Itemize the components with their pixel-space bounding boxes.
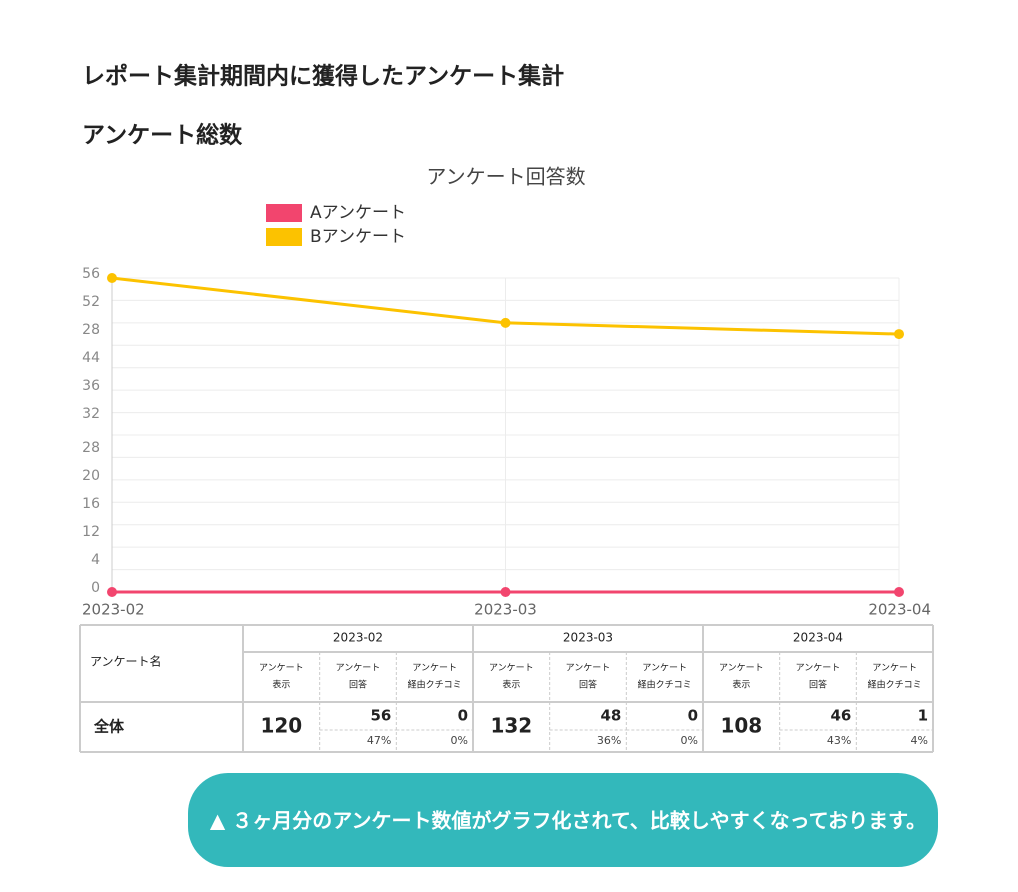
y-tick-label: 56 <box>82 266 100 282</box>
sub-header: 表示 <box>272 679 290 691</box>
x-tick-label: 2023-04 <box>868 601 931 619</box>
point <box>107 587 117 597</box>
cell-count: 48 <box>600 707 621 725</box>
cell-views: 120 <box>260 714 302 738</box>
cell-count: 0 <box>458 707 468 725</box>
sub-header: アンケート <box>796 663 841 674</box>
chart-title: アンケート回答数 <box>426 165 585 189</box>
y-tick-label: 4 <box>91 552 100 568</box>
sub-header: アンケート <box>872 663 917 674</box>
legend-swatch <box>266 228 302 246</box>
month-header: 2023-04 <box>793 631 843 645</box>
y-tick-label: 12 <box>82 524 100 540</box>
x-tick-label: 2023-03 <box>474 601 537 619</box>
sub-header: アンケート <box>719 663 764 674</box>
point <box>500 317 511 328</box>
cell-rate: 36% <box>597 734 621 747</box>
sub-header: 経由クチコミ <box>868 679 922 691</box>
cell-count: 56 <box>370 707 391 725</box>
sub-header: アンケート <box>259 663 304 674</box>
point <box>500 587 511 597</box>
sub-header: 回答 <box>349 679 367 691</box>
sub-header: 回答 <box>809 679 827 691</box>
cell-rate: 0% <box>681 734 698 747</box>
y-tick-label: 32 <box>82 406 100 422</box>
sub-header: 経由クチコミ <box>408 679 462 691</box>
sub-header: 表示 <box>502 679 520 691</box>
y-tick-label: 36 <box>82 378 100 394</box>
month-header: 2023-03 <box>563 631 613 645</box>
sub-header: 回答 <box>579 679 597 691</box>
point <box>107 273 117 283</box>
banner-text: ▲ ３ヶ月分のアンケート数値がグラフ化されて、比較しやすくなっております。 <box>210 809 926 833</box>
sub-header: アンケート <box>336 663 381 674</box>
y-tick-label: 44 <box>82 350 100 366</box>
legend-label: Aアンケート <box>310 203 406 223</box>
cell-rate: 47% <box>367 734 391 747</box>
y-tick-label: 20 <box>82 468 100 484</box>
cell-views: 108 <box>720 714 762 738</box>
page-title: レポート集計期間内に獲得したアンケート集計 <box>82 63 564 90</box>
legend-label: Bアンケート <box>310 227 406 247</box>
y-tick-label: 52 <box>82 294 100 310</box>
month-header: 2023-02 <box>333 631 383 645</box>
y-tick-label: 28 <box>82 322 100 338</box>
y-tick-label: 0 <box>91 580 100 596</box>
sub-header: アンケート <box>489 663 534 674</box>
banner-bg <box>188 773 938 867</box>
legend-swatch <box>266 204 302 222</box>
x-tick-label: 2023-02 <box>82 601 145 619</box>
cell-rate: 0% <box>451 734 468 747</box>
table-header: アンケート名 <box>90 654 162 669</box>
point <box>894 587 904 597</box>
section-title: アンケート総数 <box>82 122 243 149</box>
y-tick-label: 16 <box>82 496 100 512</box>
cell-count: 46 <box>830 707 851 725</box>
cell-views: 132 <box>490 714 532 738</box>
sub-header: アンケート <box>642 663 687 674</box>
y-tick-label: 28 <box>82 440 100 456</box>
sub-header: 表示 <box>732 679 750 691</box>
row-name: 全体 <box>93 718 125 736</box>
sub-header: 経由クチコミ <box>638 679 692 691</box>
cell-rate: 4% <box>911 734 928 747</box>
cell-rate: 43% <box>827 734 851 747</box>
cell-count: 1 <box>918 707 928 725</box>
cell-count: 0 <box>688 707 698 725</box>
point <box>894 329 904 340</box>
sub-header: アンケート <box>566 663 611 674</box>
sub-header: アンケート <box>412 663 457 674</box>
